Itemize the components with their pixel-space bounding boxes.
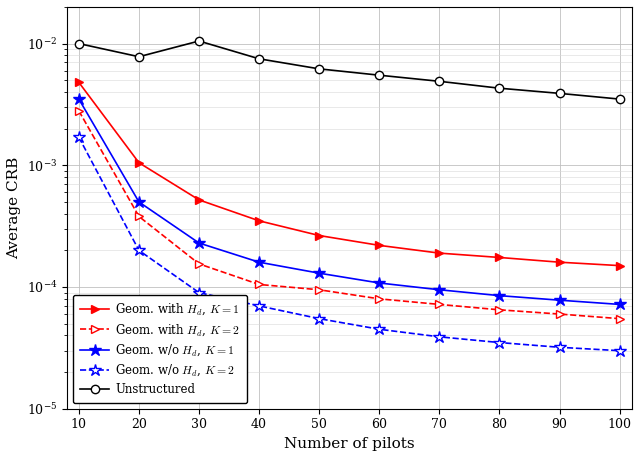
Geom. with $H_d$, $K=1$: [316, 233, 323, 238]
Geom. w/o $H_d$, $K=2$: [75, 135, 83, 140]
Geom. w/o $H_d$, $K=2$: [195, 290, 203, 295]
Geom. w/o $H_d$, $K=2$: [135, 248, 143, 253]
Geom. w/o $H_d$, $K=2$: [435, 334, 443, 339]
Unstructured: [376, 72, 383, 78]
Geom. with $H_d$, $K=1$: [376, 243, 383, 248]
Unstructured: [135, 54, 143, 60]
Geom. w/o $H_d$, $K=1$: [75, 96, 83, 102]
Geom. with $H_d$, $K=2$: [495, 307, 503, 312]
Line: Geom. w/o $H_d$, $K=2$: Geom. w/o $H_d$, $K=2$: [72, 131, 626, 357]
Geom. with $H_d$, $K=1$: [616, 263, 623, 268]
Geom. with $H_d$, $K=2$: [255, 282, 263, 287]
Geom. with $H_d$, $K=2$: [75, 108, 83, 114]
Geom. with $H_d$, $K=2$: [616, 316, 623, 322]
Line: Unstructured: Unstructured: [75, 37, 624, 103]
Unstructured: [195, 38, 203, 44]
Geom. w/o $H_d$, $K=1$: [195, 240, 203, 246]
Geom. w/o $H_d$, $K=1$: [316, 270, 323, 276]
Legend: Geom. with $H_d$, $K=1$, Geom. with $H_d$, $K=2$, Geom. w/o $H_d$, $K=1$, Geom. : Geom. with $H_d$, $K=1$, Geom. with $H_d…: [73, 295, 247, 403]
Unstructured: [435, 79, 443, 84]
Geom. w/o $H_d$, $K=1$: [135, 199, 143, 205]
Geom. w/o $H_d$, $K=2$: [495, 340, 503, 345]
Geom. with $H_d$, $K=2$: [195, 261, 203, 267]
Geom. w/o $H_d$, $K=1$: [255, 259, 263, 265]
Geom. with $H_d$, $K=1$: [556, 259, 563, 265]
Line: Geom. with $H_d$, $K=2$: Geom. with $H_d$, $K=2$: [75, 107, 624, 323]
Geom. with $H_d$, $K=2$: [376, 296, 383, 301]
Unstructured: [495, 86, 503, 91]
Unstructured: [75, 41, 83, 46]
Geom. with $H_d$, $K=2$: [135, 214, 143, 219]
Geom. with $H_d$, $K=1$: [495, 255, 503, 260]
Line: Geom. with $H_d$, $K=1$: Geom. with $H_d$, $K=1$: [75, 78, 624, 270]
Line: Geom. w/o $H_d$, $K=1$: Geom. w/o $H_d$, $K=1$: [72, 93, 626, 311]
Geom. w/o $H_d$, $K=2$: [376, 327, 383, 332]
Geom. with $H_d$, $K=1$: [75, 80, 83, 85]
Geom. w/o $H_d$, $K=1$: [495, 293, 503, 299]
Geom. with $H_d$, $K=1$: [135, 160, 143, 165]
Geom. with $H_d$, $K=2$: [435, 302, 443, 307]
Y-axis label: Average CRB: Average CRB: [7, 157, 21, 259]
Geom. with $H_d$, $K=1$: [195, 197, 203, 202]
Geom. w/o $H_d$, $K=1$: [435, 287, 443, 293]
Unstructured: [255, 56, 263, 61]
Geom. w/o $H_d$, $K=2$: [316, 316, 323, 322]
Unstructured: [616, 96, 623, 102]
Geom. w/o $H_d$, $K=1$: [556, 297, 563, 303]
Geom. with $H_d$, $K=2$: [316, 287, 323, 293]
Geom. with $H_d$, $K=1$: [435, 251, 443, 256]
Geom. with $H_d$, $K=2$: [556, 311, 563, 317]
Geom. with $H_d$, $K=1$: [255, 218, 263, 224]
Unstructured: [316, 66, 323, 71]
Geom. w/o $H_d$, $K=2$: [556, 344, 563, 350]
X-axis label: Number of pilots: Number of pilots: [284, 437, 415, 451]
Geom. w/o $H_d$, $K=1$: [376, 280, 383, 286]
Unstructured: [556, 91, 563, 96]
Geom. w/o $H_d$, $K=2$: [616, 348, 623, 354]
Geom. w/o $H_d$, $K=2$: [255, 303, 263, 309]
Geom. w/o $H_d$, $K=1$: [616, 302, 623, 307]
